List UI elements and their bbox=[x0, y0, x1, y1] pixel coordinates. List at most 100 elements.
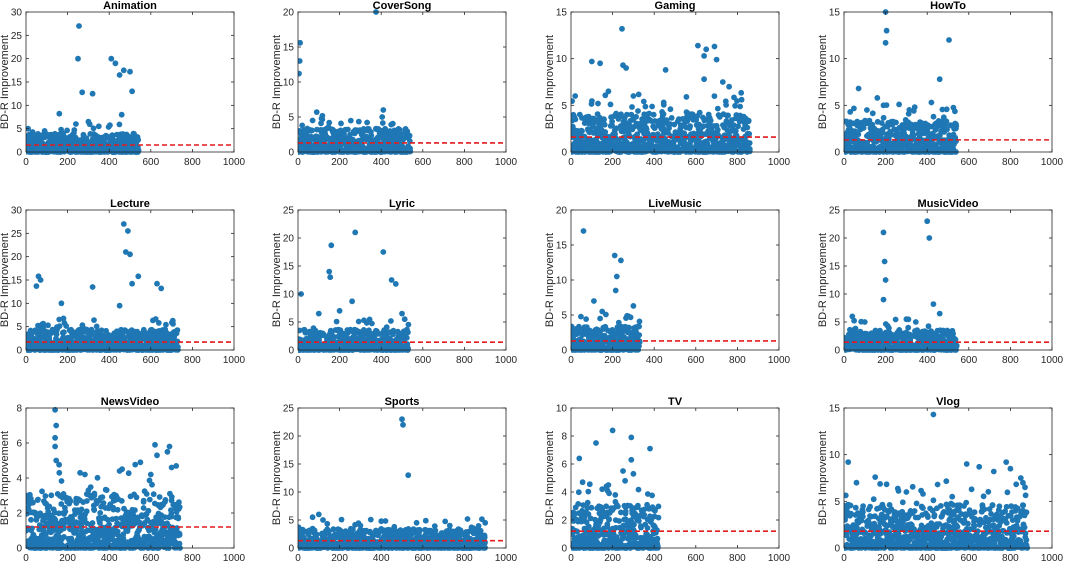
data-point bbox=[908, 121, 914, 128]
outlier-point bbox=[713, 56, 720, 63]
x-tick-label: 400 bbox=[373, 157, 390, 168]
x-tick-label: 200 bbox=[877, 157, 894, 168]
outlier-point bbox=[605, 88, 612, 95]
y-tick-label: 20 bbox=[556, 206, 568, 217]
outlier-point bbox=[630, 303, 637, 309]
outlier-point bbox=[73, 121, 79, 127]
x-tick-label: 200 bbox=[331, 355, 348, 366]
data-point bbox=[943, 106, 950, 113]
data-point bbox=[602, 129, 609, 135]
outlier-point bbox=[125, 228, 131, 234]
data-layer bbox=[26, 23, 142, 155]
x-tick-label: 200 bbox=[604, 157, 621, 168]
outlier-point bbox=[880, 229, 887, 236]
outlier-point bbox=[612, 287, 619, 294]
outlier-point bbox=[76, 23, 82, 29]
data-point bbox=[155, 320, 162, 326]
outlier-point bbox=[116, 72, 123, 78]
y-axis-label: BD-R Improvement bbox=[0, 35, 11, 129]
outlier-point bbox=[595, 100, 601, 107]
outlier-point bbox=[89, 284, 96, 290]
y-tick-label: 30 bbox=[11, 8, 23, 19]
data-point bbox=[388, 318, 394, 324]
data-point bbox=[650, 111, 657, 118]
outlier-point bbox=[930, 301, 937, 307]
data-point bbox=[90, 125, 97, 132]
data-point bbox=[406, 132, 413, 139]
outlier-point bbox=[315, 310, 322, 317]
y-tick-label: 10 bbox=[556, 276, 568, 287]
data-point bbox=[91, 317, 97, 323]
data-point bbox=[169, 317, 176, 324]
data-point bbox=[636, 323, 642, 330]
outlier-point bbox=[849, 313, 856, 320]
y-axis-label: BD-R Improvement bbox=[544, 233, 556, 327]
y-axis-label: BD-R Improvement bbox=[544, 35, 556, 129]
y-tick-label: 10 bbox=[556, 54, 568, 65]
y-tick-label: 0 bbox=[288, 346, 294, 357]
data-point bbox=[746, 140, 753, 146]
data-point bbox=[744, 124, 751, 131]
outlier-point bbox=[309, 117, 316, 124]
outlier-point bbox=[326, 268, 333, 275]
outlier-point bbox=[703, 46, 710, 53]
x-tick-label: 800 bbox=[456, 157, 473, 168]
data-point bbox=[383, 324, 390, 331]
data-point bbox=[714, 126, 721, 133]
subplot-title: Lecture bbox=[110, 198, 150, 210]
data-point bbox=[912, 319, 919, 325]
outlier-point bbox=[882, 39, 889, 46]
x-tick-label: 800 bbox=[456, 355, 473, 366]
outlier-point bbox=[336, 307, 343, 314]
data-point bbox=[725, 112, 731, 119]
data-point bbox=[627, 314, 634, 321]
x-tick-label: 600 bbox=[142, 157, 159, 168]
data-point bbox=[893, 119, 899, 126]
outlier-point bbox=[926, 235, 933, 241]
data-point bbox=[345, 126, 351, 133]
y-tick-label: 10 bbox=[283, 290, 295, 301]
x-tick-label: 0 bbox=[568, 355, 574, 366]
outlier-point bbox=[597, 60, 603, 67]
y-tick-label: 10 bbox=[11, 101, 23, 112]
data-point bbox=[925, 134, 932, 141]
data-point bbox=[855, 131, 862, 138]
data-point bbox=[396, 126, 403, 133]
data-point bbox=[660, 101, 667, 108]
data-point bbox=[633, 113, 639, 120]
outlier-point bbox=[158, 285, 165, 292]
subplot-title: Gaming bbox=[655, 0, 696, 12]
x-tick-label: 400 bbox=[373, 355, 390, 366]
data-point bbox=[746, 131, 753, 137]
y-tick-label: 20 bbox=[11, 252, 23, 263]
data-point bbox=[404, 128, 411, 135]
outlier-point bbox=[936, 76, 943, 83]
data-point bbox=[700, 123, 707, 130]
data-point bbox=[930, 113, 937, 120]
data-point bbox=[405, 345, 411, 352]
subplot-musicvideo: 0 200 400 600 800 10000510152025MusicVideoBD-… bbox=[817, 198, 1064, 366]
outlier-point bbox=[738, 96, 745, 103]
data-point bbox=[635, 108, 641, 114]
data-point bbox=[389, 120, 396, 127]
outlier-point bbox=[874, 95, 881, 101]
y-axis-label: BD-R Improvement bbox=[271, 233, 283, 327]
data-point bbox=[53, 331, 60, 338]
subplot-title: CoverSong bbox=[373, 0, 432, 12]
x-tick-label: 1000 bbox=[768, 355, 791, 366]
y-tick-label: 25 bbox=[11, 31, 23, 42]
data-point bbox=[738, 89, 745, 96]
data-point bbox=[723, 102, 729, 108]
data-point bbox=[609, 122, 615, 129]
outlier-point bbox=[118, 111, 125, 118]
outlier-point bbox=[597, 315, 603, 322]
outlier-point bbox=[936, 310, 943, 317]
data-point bbox=[578, 313, 584, 320]
data-point bbox=[925, 130, 931, 137]
data-point bbox=[63, 323, 70, 329]
data-point bbox=[730, 122, 737, 129]
x-tick-label: 600 bbox=[142, 355, 159, 366]
